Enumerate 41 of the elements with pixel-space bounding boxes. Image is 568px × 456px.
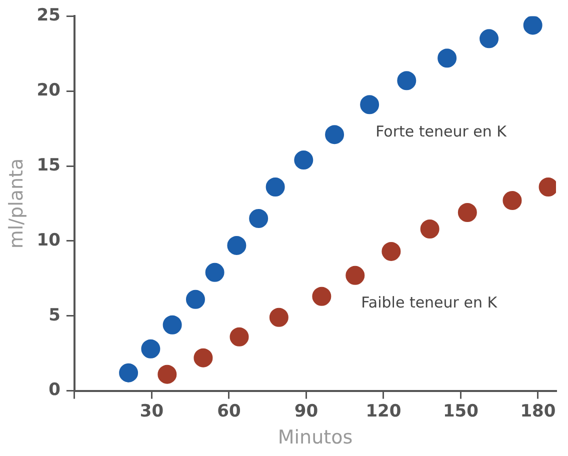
y-tick-label: 10 <box>36 230 61 250</box>
point <box>346 266 365 285</box>
point <box>502 191 522 210</box>
x-axis-title: Minutos <box>278 426 353 449</box>
point <box>397 71 416 90</box>
point <box>360 95 380 114</box>
point <box>325 125 344 144</box>
point <box>227 236 246 255</box>
x-tick-label: 150 <box>442 401 479 422</box>
x-tick-label: 60 <box>217 401 241 422</box>
y-tick-label: 5 <box>48 305 60 326</box>
point <box>194 348 213 368</box>
point <box>420 219 440 238</box>
point <box>162 315 182 334</box>
x-tick-label: 30 <box>140 401 164 422</box>
point <box>294 150 314 170</box>
point <box>119 363 138 382</box>
point <box>438 48 457 68</box>
point <box>312 286 332 306</box>
series-label: Faible teneur en K <box>361 293 498 312</box>
y-tick-label: 15 <box>36 155 60 176</box>
point <box>480 29 499 48</box>
y-tick-label: 0 <box>48 380 61 400</box>
point <box>158 364 177 384</box>
series-label: Forte teneur en K <box>376 122 508 140</box>
point <box>266 178 285 197</box>
x-tick-label: 90 <box>294 401 318 422</box>
point <box>269 308 288 327</box>
y-axis-title: ml/planta <box>5 158 28 249</box>
point <box>205 262 224 282</box>
y-tick-label: 20 <box>36 80 61 101</box>
point <box>249 208 268 228</box>
point <box>382 242 401 261</box>
point <box>523 16 542 35</box>
point <box>141 339 160 358</box>
point <box>186 290 205 309</box>
y-tick-label: 25 <box>36 6 60 26</box>
point <box>458 202 477 222</box>
x-tick-label: 120 <box>366 401 402 422</box>
point <box>230 327 249 346</box>
x-tick-label: 180 <box>520 401 556 422</box>
